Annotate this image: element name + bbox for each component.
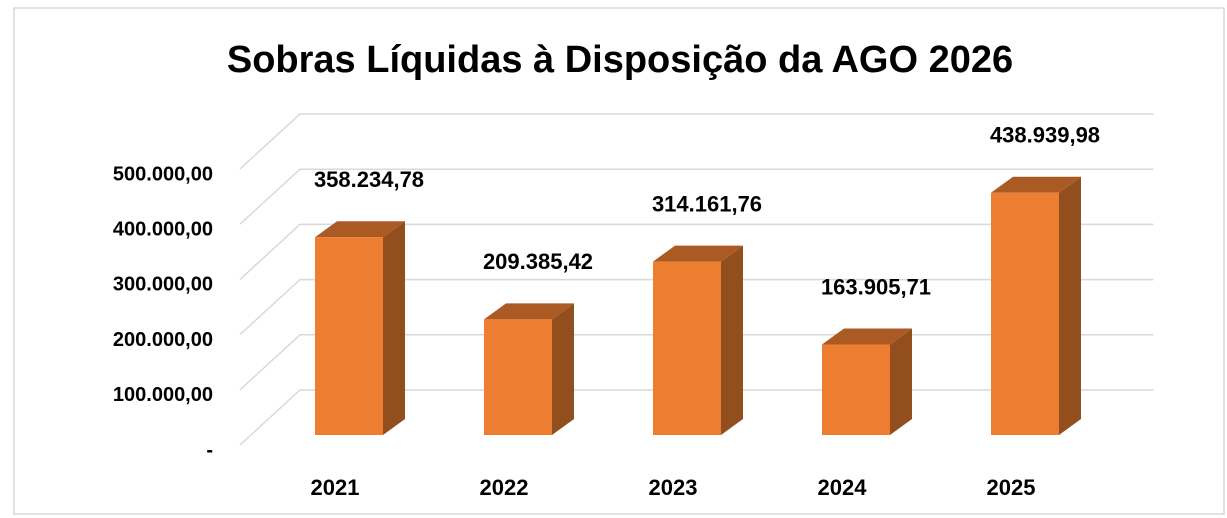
y-tick-label: - xyxy=(206,439,213,461)
y-tick-label: 200.000,00 xyxy=(113,329,213,351)
x-tick-label: 2022 xyxy=(480,475,529,500)
grid-line xyxy=(239,113,1154,170)
bar-front xyxy=(822,344,890,435)
bar xyxy=(315,221,405,435)
grid-line xyxy=(239,278,1154,336)
data-label: 358.234,78 xyxy=(314,167,424,192)
bar-front xyxy=(991,192,1059,435)
bar-top xyxy=(653,245,743,262)
bar xyxy=(991,176,1081,435)
bar-side xyxy=(890,328,912,435)
bar-top xyxy=(315,221,405,238)
x-tick-label: 2025 xyxy=(987,475,1036,500)
bar-side xyxy=(383,221,405,435)
bar xyxy=(822,328,912,435)
bar-side xyxy=(1059,176,1081,435)
bar-top xyxy=(484,303,574,320)
bar-front xyxy=(653,261,721,435)
bar xyxy=(484,303,574,435)
data-label: 314.161,76 xyxy=(652,191,762,216)
bar-top xyxy=(991,176,1081,193)
grid-line xyxy=(239,168,1154,225)
data-label: 438.939,98 xyxy=(990,123,1100,148)
bar-top xyxy=(822,328,912,345)
y-tick-label: 300.000,00 xyxy=(113,274,213,296)
bar-front xyxy=(484,319,552,435)
y-tick-label: 400.000,00 xyxy=(113,218,213,240)
y-tick-label: 100.000,00 xyxy=(113,384,213,406)
data-label: 163.905,71 xyxy=(821,274,931,299)
x-tick-label: 2023 xyxy=(649,475,698,500)
bar-front xyxy=(315,237,383,435)
x-tick-label: 2021 xyxy=(311,475,360,500)
bar xyxy=(653,245,743,435)
data-label: 209.385,42 xyxy=(483,249,593,274)
bar-side xyxy=(721,245,743,435)
y-tick-label: 500.000,00 xyxy=(113,163,213,185)
grid-line xyxy=(239,223,1154,280)
chart-title: Sobras Líquidas à Disposição da AGO 2026 xyxy=(227,39,1013,81)
x-tick-label: 2024 xyxy=(818,475,868,500)
bar-side xyxy=(552,303,574,435)
